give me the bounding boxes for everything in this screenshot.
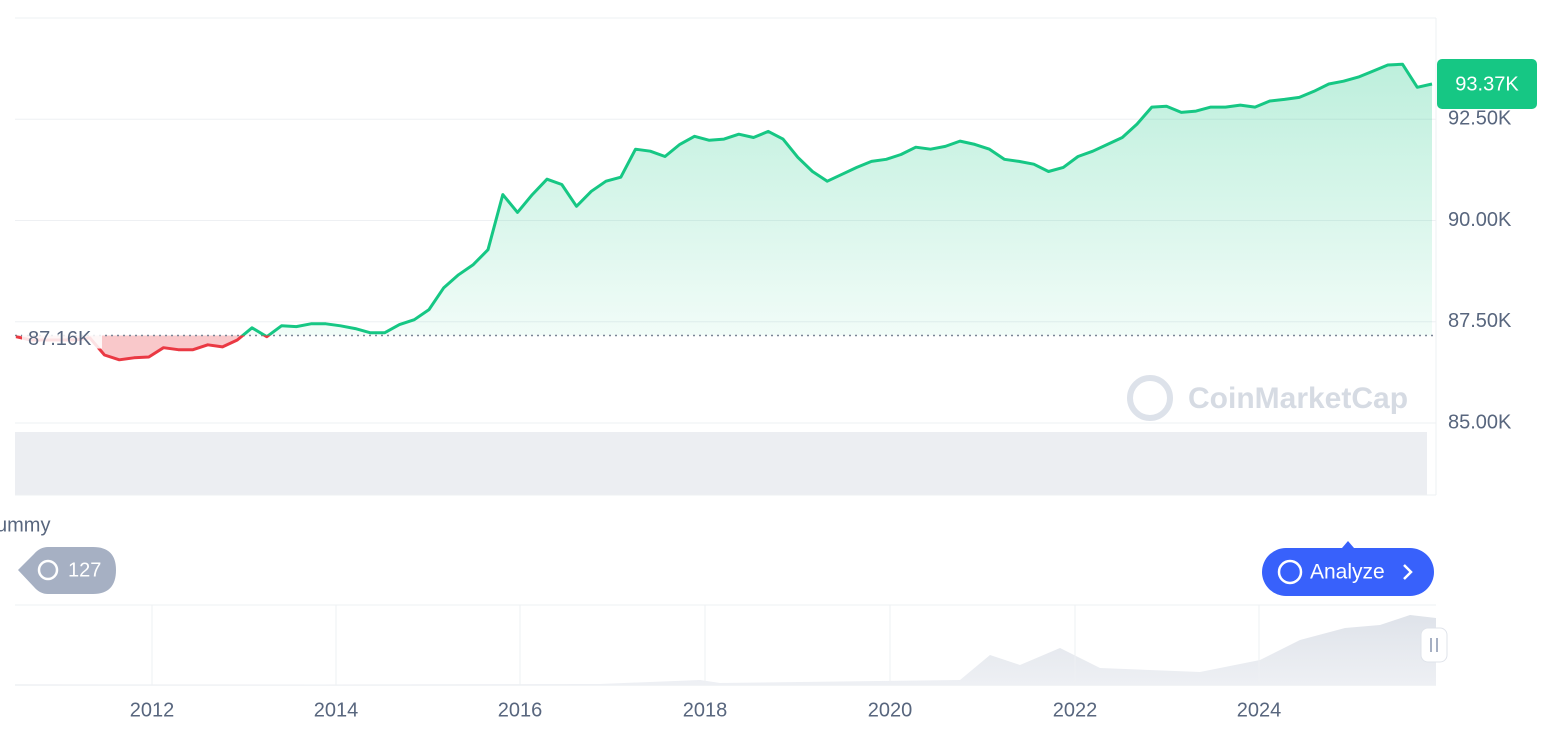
watermark-text: CoinMarketCap <box>1188 382 1408 415</box>
volume-area <box>15 432 1427 495</box>
navigator-label: 2024 <box>1237 699 1282 721</box>
reference-label-bg <box>22 322 102 349</box>
navigator-label: 2016 <box>498 699 543 721</box>
y-tick-label: 90.00K <box>1448 209 1512 231</box>
navigator-label: 2012 <box>130 699 175 721</box>
navigator-label: 2020 <box>868 699 913 721</box>
price-area <box>16 64 1432 360</box>
analyze-label[interactable]: Analyze <box>1310 561 1385 584</box>
analyze-button[interactable]: Analyze <box>1262 541 1434 596</box>
y-tick-label: 85.00K <box>1448 411 1512 433</box>
current-price-box <box>1437 59 1537 110</box>
y-tick-label: 92.50K <box>1448 108 1512 130</box>
history-count[interactable]: 127 <box>68 559 101 581</box>
watermark: CoinMarketCap <box>1127 375 1408 421</box>
navigator-label: 2018 <box>683 699 728 721</box>
reference-label: 87.16K <box>28 328 92 350</box>
x-tick-label: Dummy <box>0 514 50 536</box>
current-price-label: 93.37K <box>1455 73 1519 95</box>
navigator-label: 2022 <box>1053 699 1098 721</box>
navigator-label: 2014 <box>314 699 359 721</box>
y-tick-label: 87.50K <box>1448 310 1512 332</box>
price-line <box>15 62 1433 362</box>
history-button[interactable]: 127 <box>18 547 116 594</box>
navigator <box>15 604 1448 686</box>
